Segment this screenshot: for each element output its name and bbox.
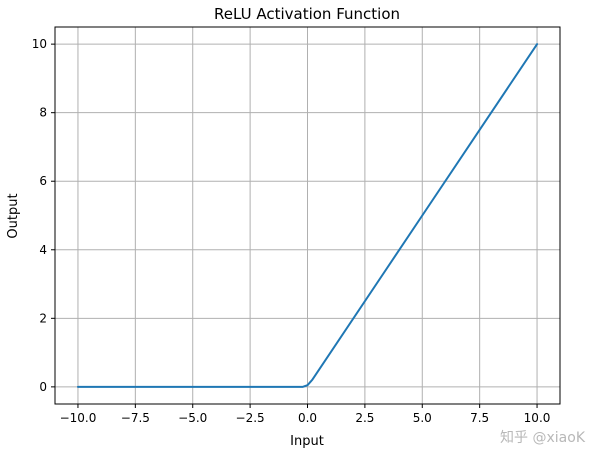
grid-lines bbox=[55, 27, 560, 404]
x-axis-label: Input bbox=[290, 434, 324, 449]
relu-series-line bbox=[76, 43, 539, 388]
y-axis-label: Output bbox=[6, 193, 21, 238]
x-tick-label: −10.0 bbox=[60, 411, 97, 425]
y-tick-label: 0 bbox=[39, 380, 47, 394]
x-tick-label: −7.5 bbox=[121, 411, 150, 425]
x-tick-label: 5.0 bbox=[413, 411, 432, 425]
x-tick-label: −5.0 bbox=[178, 411, 207, 425]
x-tick-label: 7.5 bbox=[470, 411, 489, 425]
axis-ticks: −10.0 −7.5 −5.0 −2.5 0.0 2.5 5.0 7.5 10.0 0 2 4 6 8 10 bbox=[32, 37, 551, 425]
y-tick-label: 4 bbox=[39, 243, 47, 257]
y-tick-label: 10 bbox=[32, 37, 47, 51]
y-tick-label: 6 bbox=[39, 174, 47, 188]
x-tick-label: 10.0 bbox=[524, 411, 551, 425]
watermark-text: 知乎 @xiaoK bbox=[500, 429, 586, 446]
chart-title: ReLU Activation Function bbox=[214, 5, 400, 23]
x-tick-label: 0.0 bbox=[298, 411, 317, 425]
y-tick-label: 2 bbox=[39, 311, 47, 325]
x-tick-label: 2.5 bbox=[355, 411, 374, 425]
y-tick-label: 8 bbox=[39, 106, 47, 120]
x-tick-label: −2.5 bbox=[236, 411, 265, 425]
series-layer bbox=[76, 43, 539, 388]
